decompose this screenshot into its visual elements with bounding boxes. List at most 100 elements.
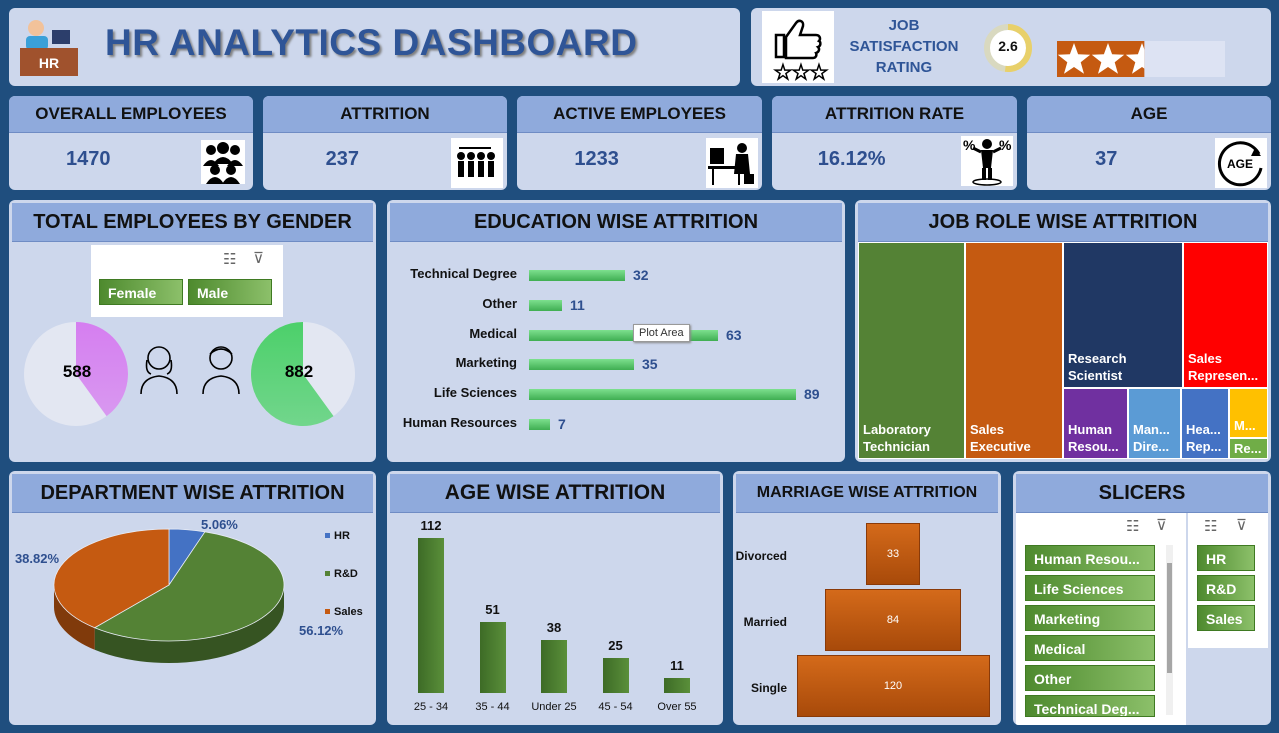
tile-label: Hea... Rep... bbox=[1186, 422, 1222, 454]
treemap-tile[interactable]: Man... Dire... bbox=[1128, 388, 1181, 459]
legend-label: Sales bbox=[334, 606, 363, 618]
kpi-title: ACTIVE EMPLOYEES bbox=[517, 96, 762, 133]
bar[interactable] bbox=[418, 538, 444, 693]
percent-person-icon: % % bbox=[961, 136, 1013, 186]
slicer-male[interactable]: Male bbox=[188, 279, 272, 305]
bar[interactable] bbox=[529, 389, 796, 401]
treemap-tile[interactable]: M... bbox=[1229, 388, 1268, 438]
treemap-tile[interactable]: Hea... Rep... bbox=[1181, 388, 1229, 459]
treemap-tile[interactable]: Re... bbox=[1229, 438, 1268, 459]
multiselect-icon[interactable]: ☷ bbox=[1126, 518, 1140, 535]
bar[interactable] bbox=[529, 419, 550, 430]
slicer-item[interactable]: Sales bbox=[1197, 605, 1255, 631]
slicer-item[interactable]: Life Sciences bbox=[1025, 575, 1155, 601]
bar[interactable] bbox=[541, 640, 567, 693]
tile-label: Human Resou... bbox=[1068, 422, 1119, 454]
multiselect-icon[interactable]: ☷ bbox=[223, 251, 237, 268]
data-label: 11 bbox=[570, 296, 585, 313]
slicer-item[interactable]: HR bbox=[1197, 545, 1255, 571]
slicer-female[interactable]: Female bbox=[99, 279, 183, 305]
slicer-scrollbar[interactable] bbox=[1166, 545, 1173, 715]
slicer-item[interactable]: Other bbox=[1025, 665, 1155, 691]
slicer-item[interactable]: Medical bbox=[1025, 635, 1155, 661]
legend-swatch bbox=[325, 609, 330, 614]
data-label: 35 bbox=[642, 356, 658, 373]
clear-filter-icon[interactable]: ⊽ bbox=[253, 250, 264, 267]
header-panel: HR HR ANALYTICS DASHBOARD bbox=[9, 8, 740, 86]
people-leaving-icon bbox=[451, 138, 503, 188]
pie-slice[interactable] bbox=[53, 528, 170, 629]
clear-filter-icon[interactable]: ⊽ bbox=[1156, 517, 1167, 534]
bar[interactable] bbox=[529, 299, 562, 311]
category-label: 45 - 54 bbox=[598, 701, 633, 713]
multiselect-icon[interactable]: ☷ bbox=[1204, 518, 1218, 535]
marriage-title: MARRIAGE WISE ATTRITION bbox=[736, 474, 998, 513]
data-label: 38 bbox=[546, 620, 562, 636]
tile-label: Sales Executive bbox=[970, 422, 1031, 454]
bar[interactable]: 84 bbox=[825, 589, 961, 651]
tile-label: Re... bbox=[1234, 441, 1262, 456]
category-label: Technical Degree bbox=[410, 266, 517, 281]
slicer-item[interactable]: Technical Deg... bbox=[1025, 695, 1155, 717]
bar[interactable] bbox=[602, 658, 629, 693]
category-label: Medical bbox=[469, 325, 517, 341]
category-label: Life Sciences bbox=[433, 385, 517, 401]
department-slicer: ☷ ⊽ HR R&D Sales bbox=[1188, 513, 1268, 648]
kpi-title: ATTRITION RATE bbox=[772, 96, 1017, 133]
department-title: DEPARTMENT WISE ATTRITION bbox=[12, 474, 373, 513]
slicers-panel: SLICERS ☷ ⊽ Human Resou... Life Sciences… bbox=[1013, 471, 1271, 725]
legend-swatch bbox=[325, 571, 330, 576]
kpi-value: 1233 bbox=[574, 148, 619, 170]
scrollbar-thumb[interactable] bbox=[1167, 563, 1172, 673]
department-pie-chart: 5.06% 56.12% 38.82% HR R&D Sales bbox=[15, 517, 363, 663]
svg-text:★: ★ bbox=[810, 62, 828, 83]
satisfaction-label: JOB SATISFACTION RATING bbox=[849, 17, 959, 76]
tile-label: M... bbox=[1234, 418, 1256, 433]
category-label: Marketing bbox=[455, 355, 517, 371]
jobrole-panel: JOB ROLE WISE ATTRITION Laboratory Techn… bbox=[855, 200, 1271, 462]
slicer-item[interactable]: Marketing bbox=[1025, 605, 1155, 631]
category-label: Married bbox=[743, 615, 787, 629]
bar[interactable] bbox=[479, 622, 506, 693]
age-panel: AGE WISE ATTRITION 112 25 - 34 51 35 - 44 38… bbox=[387, 471, 723, 725]
page-title: HR ANALYTICS DASHBOARD bbox=[105, 22, 638, 63]
employee-working-icon bbox=[706, 138, 758, 188]
kpi-attrition: ATTRITION 237 bbox=[263, 96, 507, 190]
svg-text:★: ★ bbox=[774, 62, 792, 83]
kpi-value: 37 bbox=[1095, 148, 1118, 170]
treemap-tile[interactable]: Human Resou... bbox=[1063, 388, 1128, 459]
bar[interactable] bbox=[529, 270, 625, 281]
bar[interactable]: 120 bbox=[796, 655, 990, 717]
tile-label: Sales Represen... bbox=[1188, 351, 1259, 383]
treemap-tile[interactable]: Sales Executive bbox=[965, 242, 1063, 459]
treemap-tile[interactable]: Laboratory Technician bbox=[858, 242, 965, 459]
svg-text:AGE: AGE bbox=[1227, 157, 1253, 171]
treemap-tile[interactable]: Research Scientist bbox=[1063, 242, 1183, 388]
donut-slice bbox=[251, 322, 334, 426]
slicer-item[interactable]: R&D bbox=[1197, 575, 1255, 601]
kpi-overall-employees: OVERALL EMPLOYEES 1470 bbox=[9, 96, 253, 190]
svg-text:HR: HR bbox=[39, 55, 59, 71]
gender-slicer: ☷ ⊽ Female Male bbox=[91, 245, 283, 317]
kpi-value: 16.12% bbox=[817, 148, 886, 170]
treemap-tile[interactable]: Sales Represen... bbox=[1183, 242, 1268, 388]
marriage-panel: MARRIAGE WISE ATTRITION 33 Divorced 84 Marr… bbox=[733, 471, 1001, 725]
male-person-icon bbox=[199, 340, 243, 396]
kpi-value: 1470 bbox=[66, 148, 111, 170]
pie-slice[interactable] bbox=[93, 531, 285, 642]
people-group-icon bbox=[201, 140, 245, 184]
category-label: 35 - 44 bbox=[475, 701, 510, 713]
bar[interactable] bbox=[664, 677, 690, 693]
category-label: Over 55 bbox=[657, 701, 697, 713]
data-label: 32 bbox=[633, 267, 649, 283]
kpi-attrition-rate: ATTRITION RATE 16.12% % % bbox=[772, 96, 1017, 190]
bar[interactable]: 33 bbox=[866, 523, 920, 585]
bar[interactable] bbox=[529, 329, 718, 341]
data-label: 112 bbox=[420, 518, 442, 533]
age-chart: 112 25 - 34 51 35 - 44 38 Under 25 25 45 - 54 11… bbox=[387, 515, 723, 725]
plot-area-tooltip: Plot Area bbox=[633, 324, 690, 342]
clear-filter-icon[interactable]: ⊽ bbox=[1236, 517, 1247, 534]
slicer-item[interactable]: Human Resou... bbox=[1025, 545, 1155, 571]
bar[interactable] bbox=[529, 359, 634, 371]
education-chart: Technical Degree 32 Other 11 Medical 63 Market… bbox=[387, 264, 845, 444]
